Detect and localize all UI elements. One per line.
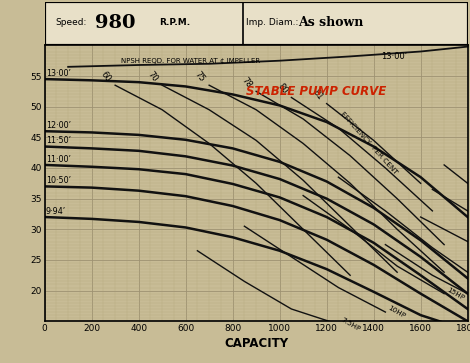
Text: 11·00’: 11·00’ [46,155,71,164]
Text: 10HP: 10HP [386,305,406,319]
Text: STABLE PUMP CURVE: STABLE PUMP CURVE [246,85,386,98]
Text: 15HP: 15HP [445,286,465,301]
Text: As shown: As shown [298,16,364,29]
Text: 11·50’: 11·50’ [46,136,71,145]
Text: R.P.M.: R.P.M. [159,18,190,27]
Text: 70: 70 [469,206,470,216]
Text: 75: 75 [193,69,207,83]
Text: 12·00’: 12·00’ [46,121,71,130]
Text: Speed:: Speed: [55,18,86,27]
Text: 980: 980 [95,14,136,32]
Text: 20HP: 20HP [469,265,470,280]
X-axis label: CAPACITY: CAPACITY [224,337,288,350]
Text: 9·94’: 9·94’ [46,207,66,216]
Text: 60: 60 [99,69,113,83]
Text: 13·00’: 13·00’ [381,52,407,61]
Text: NPSH REQD. FOR WATER AT ¢ IMPELLER: NPSH REQD. FOR WATER AT ¢ IMPELLER [121,58,260,64]
Text: 10·50’: 10·50’ [46,176,71,185]
Text: 15HP: 15HP [469,234,470,249]
Text: 10HP: 10HP [469,286,470,301]
Text: 72: 72 [469,178,470,188]
Text: Imp. Diam.:: Imp. Diam.: [245,18,298,27]
Text: 70: 70 [146,69,160,83]
Text: 78: 78 [240,76,254,90]
Text: 81: 81 [311,88,324,102]
Text: EFFICIENCY  PER CENT: EFFICIENCY PER CENT [339,111,399,176]
Text: 80: 80 [275,82,289,95]
Text: 13·00’: 13·00’ [46,69,71,78]
Text: 7.5HP: 7.5HP [339,317,361,332]
